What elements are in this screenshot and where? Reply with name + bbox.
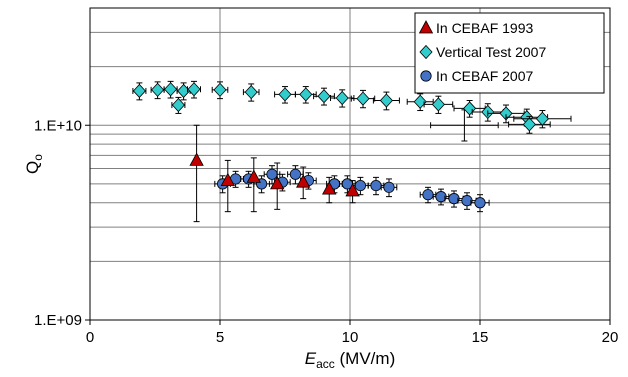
x-axis-title-main: E — [305, 349, 317, 368]
legend-label: In CEBAF 2007 — [436, 68, 533, 84]
data-point — [522, 117, 536, 132]
data-point — [535, 111, 549, 126]
error-bar — [193, 124, 200, 223]
y-axis-title: Qo — [23, 154, 45, 174]
x-axis-title: Eacc (MV/m) — [305, 349, 395, 371]
data-point — [164, 82, 178, 97]
x-tick-label: 20 — [602, 329, 619, 346]
legend-label: In CEBAF 1993 — [436, 20, 533, 36]
data-point — [246, 169, 261, 183]
y-tick-label: 1.E+09 — [34, 312, 82, 329]
data-point — [266, 168, 278, 180]
legend-marker — [419, 44, 433, 60]
data-point — [296, 174, 311, 188]
x-tick-label: 0 — [86, 329, 94, 346]
data-point — [322, 181, 337, 195]
data-point — [189, 152, 204, 166]
series-in-cebaf-1993 — [189, 124, 360, 223]
data-point — [270, 176, 285, 190]
data-point — [187, 82, 201, 97]
y-axis-title-sub: o — [31, 154, 45, 161]
legend-box — [414, 12, 605, 94]
data-point — [463, 101, 477, 116]
data-point — [151, 82, 165, 97]
data-point — [379, 93, 393, 108]
legend-item: In CEBAF 1993 — [418, 20, 533, 36]
error-bar — [250, 157, 257, 213]
data-point — [278, 87, 292, 102]
x-tick-label: 15 — [472, 329, 489, 346]
data-point — [345, 183, 360, 197]
legend-item: In CEBAF 2007 — [420, 68, 533, 84]
data-point — [448, 193, 460, 205]
data-point — [422, 189, 434, 201]
legend-label: Vertical Test 2007 — [436, 44, 546, 60]
x-tick-label: 5 — [216, 329, 224, 346]
axis-ticks: 0 5 10 15 20 1.E+09 1.E+10 — [34, 117, 618, 346]
data-point — [317, 89, 331, 104]
legend: In CEBAF 1993 Vertical Test 2007 In CEBAF … — [414, 12, 605, 94]
data-series — [132, 80, 572, 223]
data-point — [431, 97, 445, 112]
data-point — [213, 82, 227, 97]
data-point — [289, 168, 301, 180]
data-point — [356, 91, 370, 106]
x-axis-title-sub: acc — [316, 357, 335, 371]
data-point — [435, 191, 447, 203]
data-point — [354, 179, 366, 192]
data-point — [220, 172, 235, 186]
legend-item: Vertical Test 2007 — [419, 44, 546, 60]
x-tick-label: 10 — [342, 329, 359, 346]
data-point — [383, 181, 395, 193]
y-tick-label: 1.E+10 — [34, 117, 82, 134]
data-point — [413, 94, 427, 109]
data-point — [461, 195, 473, 207]
data-point — [299, 87, 313, 102]
grid-lines — [90, 8, 610, 320]
data-point — [474, 197, 486, 209]
x-axis-title-unit: (MV/m) — [335, 349, 395, 368]
legend-marker — [420, 70, 432, 82]
data-point — [370, 179, 382, 192]
data-point — [244, 85, 258, 100]
data-point — [335, 90, 349, 106]
series-vertical-test-2007 — [132, 80, 572, 134]
data-point — [132, 83, 146, 99]
error-bar — [224, 159, 231, 213]
y-axis-title-main: Q — [23, 161, 42, 174]
data-point — [171, 97, 185, 113]
legend-marker — [418, 20, 434, 34]
